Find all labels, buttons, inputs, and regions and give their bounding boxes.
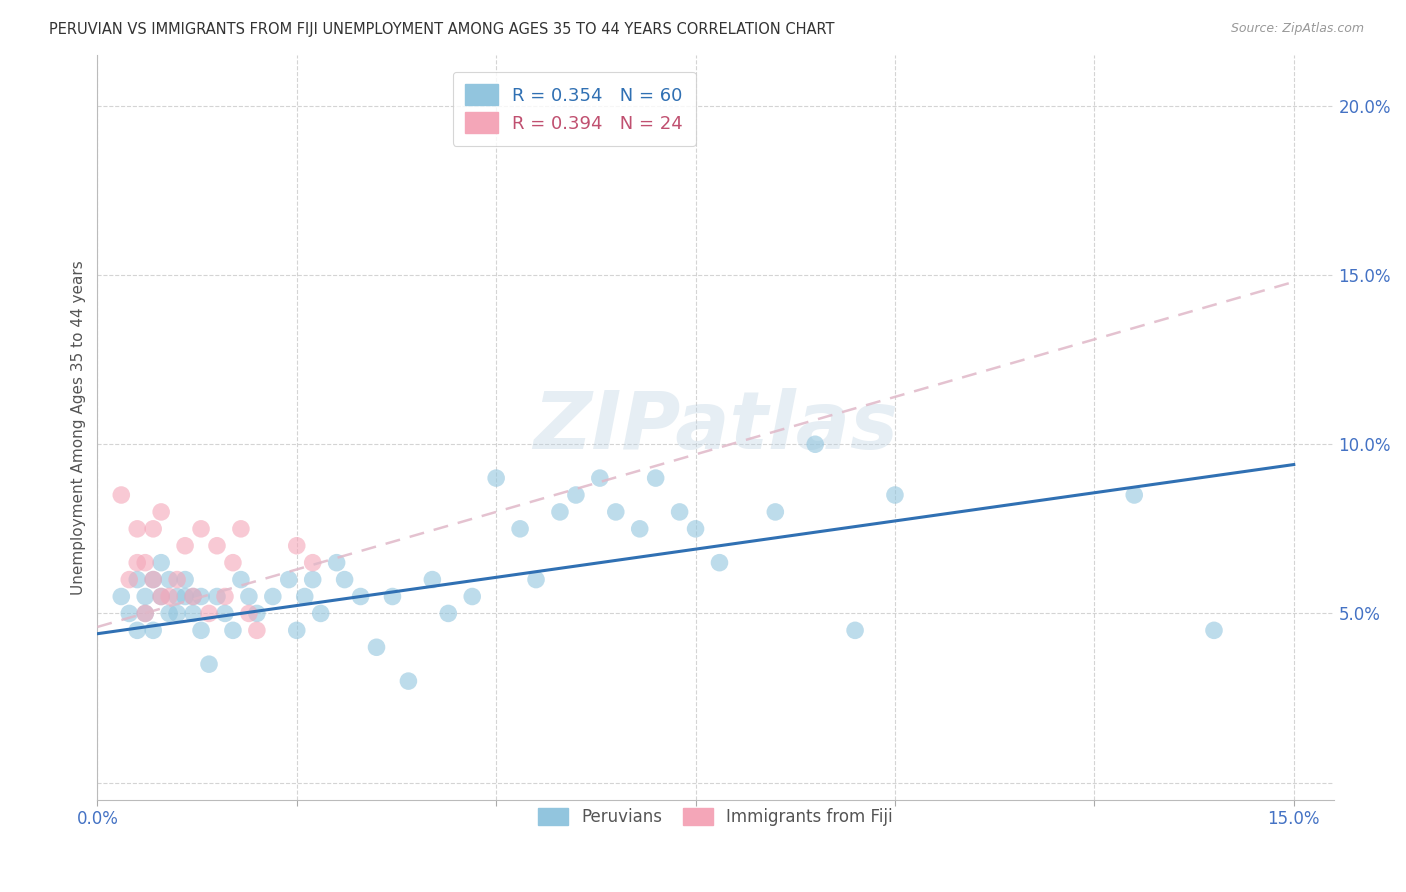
Text: ZIPatlas: ZIPatlas	[533, 388, 898, 467]
Point	[198, 607, 221, 621]
Point	[285, 624, 308, 638]
Point	[134, 590, 156, 604]
Point	[127, 522, 149, 536]
Point	[548, 505, 571, 519]
Point	[1123, 488, 1146, 502]
Point	[190, 590, 212, 604]
Point	[366, 640, 388, 655]
Point	[437, 607, 460, 621]
Point	[301, 556, 323, 570]
Point	[134, 607, 156, 621]
Point	[422, 573, 444, 587]
Point	[396, 674, 419, 689]
Point	[844, 624, 866, 638]
Point	[644, 471, 666, 485]
Point	[205, 539, 228, 553]
Point	[628, 522, 651, 536]
Point	[325, 556, 347, 570]
Point	[294, 590, 316, 604]
Point	[229, 522, 252, 536]
Point	[709, 556, 731, 570]
Point	[150, 505, 173, 519]
Point	[181, 590, 204, 604]
Point	[118, 607, 141, 621]
Point	[763, 505, 786, 519]
Point	[381, 590, 404, 604]
Point	[238, 590, 260, 604]
Point	[301, 573, 323, 587]
Text: Source: ZipAtlas.com: Source: ZipAtlas.com	[1230, 22, 1364, 36]
Point	[262, 590, 284, 604]
Point	[333, 573, 356, 587]
Point	[349, 590, 371, 604]
Point	[150, 590, 173, 604]
Point	[127, 556, 149, 570]
Point	[565, 488, 588, 502]
Point	[181, 607, 204, 621]
Point	[685, 522, 707, 536]
Point	[134, 607, 156, 621]
Point	[1202, 624, 1225, 638]
Point	[277, 573, 299, 587]
Point	[285, 539, 308, 553]
Point	[110, 488, 132, 502]
Point	[174, 590, 197, 604]
Point	[198, 657, 221, 672]
Point	[150, 590, 173, 604]
Point	[118, 573, 141, 587]
Point	[134, 556, 156, 570]
Point	[150, 556, 173, 570]
Point	[157, 590, 180, 604]
Point	[110, 590, 132, 604]
Point	[205, 590, 228, 604]
Point	[142, 624, 165, 638]
Point	[246, 624, 269, 638]
Point	[166, 573, 188, 587]
Point	[229, 573, 252, 587]
Point	[157, 573, 180, 587]
Point	[166, 607, 188, 621]
Point	[222, 624, 245, 638]
Point	[157, 607, 180, 621]
Point	[222, 556, 245, 570]
Point	[214, 590, 236, 604]
Point	[485, 471, 508, 485]
Legend: Peruvians, Immigrants from Fiji: Peruvians, Immigrants from Fiji	[529, 797, 903, 836]
Point	[127, 573, 149, 587]
Point	[166, 590, 188, 604]
Point	[605, 505, 627, 519]
Point	[589, 471, 612, 485]
Point	[127, 624, 149, 638]
Point	[238, 607, 260, 621]
Point	[190, 624, 212, 638]
Point	[181, 590, 204, 604]
Point	[174, 539, 197, 553]
Point	[246, 607, 269, 621]
Y-axis label: Unemployment Among Ages 35 to 44 years: Unemployment Among Ages 35 to 44 years	[72, 260, 86, 595]
Point	[142, 573, 165, 587]
Point	[142, 573, 165, 587]
Point	[142, 522, 165, 536]
Point	[804, 437, 827, 451]
Point	[309, 607, 332, 621]
Point	[174, 573, 197, 587]
Point	[884, 488, 907, 502]
Point	[668, 505, 690, 519]
Point	[509, 522, 531, 536]
Point	[461, 590, 484, 604]
Point	[190, 522, 212, 536]
Point	[524, 573, 547, 587]
Text: PERUVIAN VS IMMIGRANTS FROM FIJI UNEMPLOYMENT AMONG AGES 35 TO 44 YEARS CORRELAT: PERUVIAN VS IMMIGRANTS FROM FIJI UNEMPLO…	[49, 22, 835, 37]
Point	[214, 607, 236, 621]
